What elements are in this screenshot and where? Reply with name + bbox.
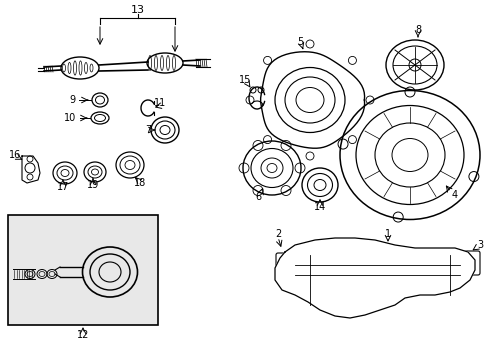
Text: 18: 18	[134, 178, 146, 188]
Text: 19: 19	[87, 180, 99, 190]
Text: 4: 4	[451, 190, 457, 200]
Text: 3: 3	[476, 240, 482, 250]
Text: 6: 6	[254, 192, 261, 202]
Bar	[8, 215, 158, 325]
Text: 10: 10	[64, 113, 76, 123]
Text: 5: 5	[296, 37, 303, 47]
Text: 17: 17	[57, 182, 69, 192]
Text: 11: 11	[154, 98, 166, 108]
Text: 9: 9	[69, 95, 75, 105]
Text: 15: 15	[238, 75, 251, 85]
Text: 1: 1	[384, 229, 390, 239]
Text: 2: 2	[274, 229, 281, 239]
Text: 14: 14	[313, 202, 325, 212]
Text: 13: 13	[130, 5, 144, 15]
Text: 16: 16	[9, 150, 21, 160]
Polygon shape	[274, 238, 474, 318]
Text: 8: 8	[414, 25, 420, 35]
Text: 7: 7	[144, 125, 151, 135]
Text: 12: 12	[77, 330, 89, 340]
